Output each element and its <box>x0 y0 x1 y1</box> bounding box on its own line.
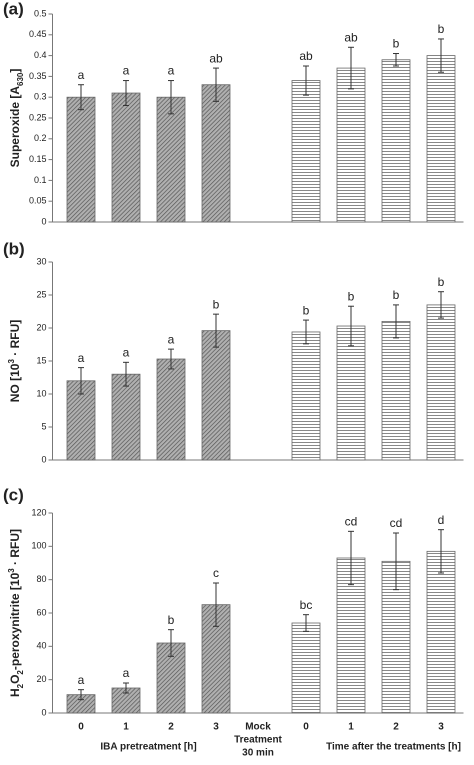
y-tick-label: 10 <box>36 388 46 398</box>
x-tick-label: 1 <box>348 722 354 733</box>
x-tick-label: 2 <box>168 722 174 733</box>
bar <box>336 67 366 223</box>
significance-letter: a <box>78 673 85 687</box>
bar <box>156 96 186 223</box>
y-tick-label: 30 <box>36 256 46 266</box>
bar <box>381 59 411 223</box>
y-tick-label: 0 <box>41 454 46 464</box>
y-tick-label: 0.05 <box>29 196 47 206</box>
significance-letter: b <box>393 288 400 302</box>
significance-letter: a <box>168 332 175 346</box>
y-axis-label-part: 630 <box>16 72 25 86</box>
y-tick-label: 40 <box>36 641 46 651</box>
significance-letter: b <box>393 37 400 51</box>
bar <box>381 320 411 461</box>
y-axis-label-part: · RFU] <box>8 529 22 568</box>
significance-letter: d <box>438 513 445 527</box>
bar <box>291 331 321 461</box>
y-axis-label-part: O <box>8 675 22 684</box>
significance-letter: bc <box>300 598 313 612</box>
y-tick-label: 20 <box>36 322 46 332</box>
panel-label: (b) <box>3 239 25 258</box>
x-tick-label: 3 <box>438 722 444 733</box>
significance-letter: ab <box>299 49 313 63</box>
panel-label: (c) <box>3 485 24 504</box>
significance-letter: b <box>303 303 310 317</box>
y-tick-label: 0.35 <box>29 71 47 81</box>
bar <box>156 358 186 461</box>
significance-letter: b <box>348 289 355 303</box>
significance-letter: cd <box>390 516 403 530</box>
y-axis-label: Superoxide [A630] <box>8 69 24 168</box>
y-axis-label-part: 2 <box>16 670 25 675</box>
significance-letter: ab <box>209 51 223 65</box>
y-axis-label-part: NO [10 <box>8 363 22 402</box>
x-tick-label: 0 <box>303 722 309 733</box>
y-axis-label-part: Superoxide [A <box>8 86 22 168</box>
x-tick-label: 1 <box>123 722 129 733</box>
bar <box>336 325 366 461</box>
significance-letter: cd <box>345 515 358 529</box>
y-tick-label: 80 <box>36 574 46 584</box>
x-tick-label: 30 min <box>242 748 274 759</box>
y-axis-label: H2O2-peroxynitrite [103 · RFU] <box>7 529 25 697</box>
significance-letter: b <box>438 275 445 289</box>
x-tick-label: Treatment <box>234 735 282 746</box>
y-tick-label: 0.45 <box>29 29 47 39</box>
y-axis-label-part: H <box>8 688 22 697</box>
y-axis-label-part: 2 <box>16 683 25 688</box>
y-tick-label: 20 <box>36 674 46 684</box>
y-axis-label-part: -peroxynitrite [10 <box>8 572 22 670</box>
bar <box>426 304 456 461</box>
group-label: IBA pretreatment [h] <box>100 742 196 753</box>
y-tick-label: 0.25 <box>29 112 47 122</box>
x-tick-label: Mock <box>245 722 271 733</box>
bar <box>291 80 321 223</box>
y-axis-label-part: 3 <box>7 568 16 573</box>
significance-letter: a <box>123 64 130 78</box>
y-tick-label: 5 <box>41 421 46 431</box>
y-axis-label-part: ] <box>8 69 22 73</box>
significance-letter: a <box>123 666 130 680</box>
y-tick-label: 25 <box>36 289 46 299</box>
bar <box>291 622 321 714</box>
group-label: Time after the treatments [h] <box>326 742 461 753</box>
y-tick-label: 0.1 <box>34 175 47 185</box>
significance-letter: a <box>168 64 175 78</box>
y-tick-label: 0.4 <box>34 50 47 60</box>
y-axis-label-part: · RFU] <box>8 320 22 359</box>
bar <box>201 330 231 461</box>
significance-letter: a <box>123 345 130 359</box>
y-tick-label: 0.3 <box>34 92 47 102</box>
y-tick-label: 100 <box>31 541 46 551</box>
bar <box>111 373 141 461</box>
panel-label: (a) <box>3 0 24 18</box>
x-tick-label: 0 <box>78 722 84 733</box>
significance-letter: b <box>168 613 175 627</box>
y-tick-label: 0.2 <box>34 133 47 143</box>
y-tick-label: 0 <box>41 707 46 717</box>
y-tick-label: 60 <box>36 607 46 617</box>
y-tick-label: 15 <box>36 355 46 365</box>
bar <box>426 55 456 223</box>
bar <box>66 96 96 223</box>
bar <box>111 92 141 223</box>
y-tick-label: 0.15 <box>29 154 47 164</box>
y-tick-label: 120 <box>31 507 46 517</box>
x-tick-label: 3 <box>213 722 219 733</box>
x-tick-label: 2 <box>393 722 399 733</box>
significance-letter: a <box>78 68 85 82</box>
bar <box>201 84 231 223</box>
bar <box>426 550 456 714</box>
significance-letter: a <box>78 351 85 365</box>
significance-letter: b <box>438 22 445 36</box>
y-tick-label: 0.5 <box>34 8 47 18</box>
significance-letter: c <box>213 566 219 580</box>
y-axis-label-part: 3 <box>7 359 16 364</box>
y-axis-label: NO [103 · RFU] <box>7 320 23 402</box>
significance-letter: ab <box>344 30 358 44</box>
significance-letter: b <box>213 297 220 311</box>
y-tick-label: 0 <box>41 216 46 226</box>
